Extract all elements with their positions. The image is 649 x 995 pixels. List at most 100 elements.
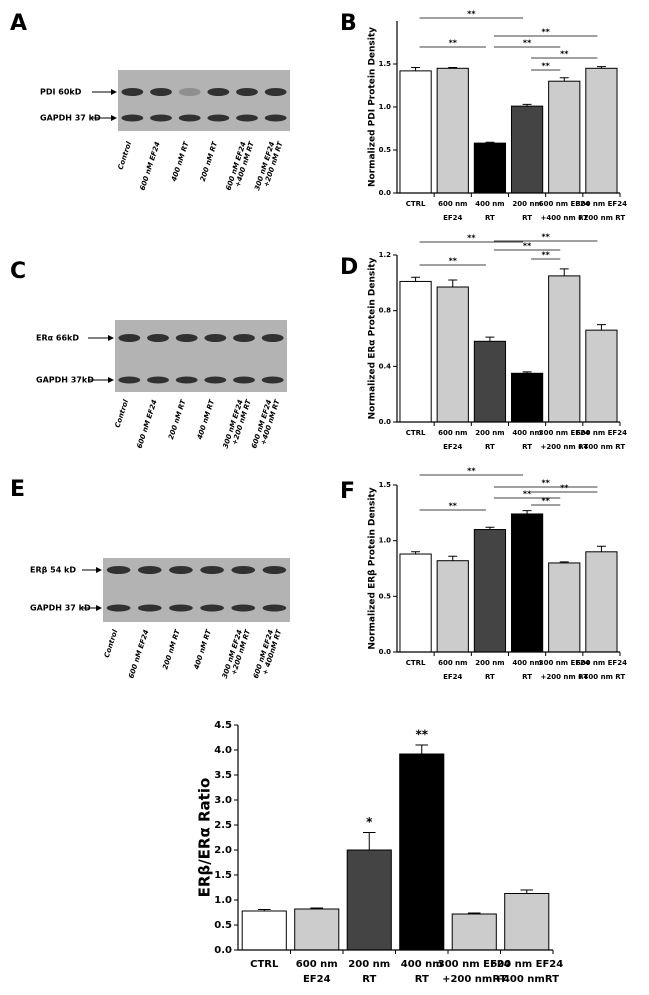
error-bar: [448, 279, 458, 288]
y-tick-label: 1.5: [379, 60, 392, 68]
x-tick-label: +400 nmRT: [495, 974, 560, 985]
error-bar: [257, 909, 271, 911]
error-bar: [448, 555, 458, 561]
blot-band: [175, 376, 198, 384]
significance-label: **: [541, 233, 550, 242]
y-tick-label: 0.0: [379, 189, 392, 197]
blot-band: [178, 88, 201, 96]
significance-label: **: [467, 234, 476, 243]
blot-band: [233, 376, 255, 384]
blot-band: [137, 566, 162, 574]
x-tick-label: EF24: [443, 214, 462, 222]
y-tick-label: 4.0: [214, 745, 232, 756]
y-tick-label: 1.5: [214, 870, 232, 881]
x-tick-label: 200 nm: [475, 429, 504, 437]
x-tick-label: +200 nm RT: [541, 443, 589, 451]
significance-label: **: [449, 257, 458, 266]
error-bar: [362, 832, 376, 850]
x-tick-label: +400 nm RT: [578, 443, 626, 451]
error-bar: [310, 907, 324, 909]
blot-band: [121, 114, 144, 122]
error-bar: [522, 103, 532, 107]
axes: [396, 485, 620, 653]
x-tick-label: +200 nm RT: [578, 214, 626, 222]
bar: [473, 340, 507, 423]
y-tick-label: 0.5: [379, 592, 392, 600]
significance-label: **: [449, 502, 458, 511]
blot-band: [150, 88, 172, 96]
y-axis-label: Normalized ERβ Protein Density: [368, 487, 378, 649]
x-tick-label: 600 nm EF24: [576, 429, 627, 437]
blot-band: [150, 114, 172, 122]
bar: [510, 372, 544, 423]
bar: [436, 67, 469, 194]
x-tick-label: 600 nm: [296, 959, 338, 970]
y-tick-label: 1.2: [379, 251, 392, 259]
x-tick-label: +200 nmRT: [442, 974, 507, 985]
y-tick-label: 3.0: [214, 795, 232, 806]
lane-label: Control: [103, 628, 120, 659]
blot-band: [121, 88, 144, 96]
error-bar: [467, 912, 481, 914]
blot-band: [169, 566, 193, 574]
significance-label: **: [560, 484, 569, 493]
blot-band: [236, 88, 258, 96]
significance-label: **: [523, 242, 532, 251]
bar: [399, 280, 432, 423]
x-tick-label: RT: [522, 673, 532, 681]
x-tick-label: 400 nm: [512, 659, 541, 667]
significance-label: **: [415, 728, 428, 742]
blot-band: [231, 566, 256, 574]
y-tick-label: 4.5: [214, 720, 232, 731]
bar: [399, 753, 445, 951]
bar: [294, 908, 340, 951]
bar: [241, 910, 287, 951]
axes: [396, 21, 620, 194]
significance-label: **: [467, 467, 476, 476]
lane-label: Control: [117, 140, 134, 171]
blot-band: [204, 334, 227, 342]
bar: [585, 329, 618, 423]
axes: [396, 255, 620, 423]
y-tick-label: 0.5: [214, 920, 232, 931]
significance-label: **: [467, 10, 476, 19]
blot-band: [233, 334, 255, 342]
significance-label: **: [541, 479, 550, 488]
error-bar: [520, 889, 534, 894]
bar: [436, 560, 469, 653]
blot-band: [207, 114, 230, 122]
error-bar: [485, 336, 495, 342]
x-tick-label: CTRL: [406, 659, 426, 667]
y-axis-label: Normalized ERα Protein Density: [368, 257, 378, 419]
blot-band: [264, 88, 287, 96]
blot-band: [262, 566, 287, 574]
x-tick-label: RT: [485, 214, 495, 222]
y-tick-label: 0.0: [214, 945, 232, 956]
bar: [548, 275, 581, 423]
bar: [510, 513, 544, 653]
significance-label: **: [523, 39, 532, 48]
panel-letter: C: [10, 259, 26, 284]
blot-band: [236, 114, 258, 122]
y-tick-label: 0.5: [379, 146, 392, 154]
x-tick-label: 300 nm EF24: [438, 959, 511, 970]
y-tick-label: 1.5: [379, 481, 392, 489]
bar: [451, 913, 497, 951]
panel-letter: F: [340, 479, 355, 504]
error-bar: [411, 551, 421, 555]
x-tick-label: 200 nm: [348, 959, 390, 970]
blot-membrane: [103, 558, 290, 622]
blot-band: [261, 376, 284, 384]
lane-label: Control: [114, 398, 131, 429]
bar: [548, 80, 581, 194]
lane-label: 200 nM RT: [161, 628, 182, 671]
bar: [473, 142, 507, 194]
significance-label: **: [541, 251, 550, 260]
axes: [237, 725, 553, 951]
blot-band: [169, 604, 193, 612]
y-tick-label: 0.8: [379, 307, 392, 315]
blot-band: [200, 566, 224, 574]
lane-label: 400 nM RT: [196, 398, 217, 441]
